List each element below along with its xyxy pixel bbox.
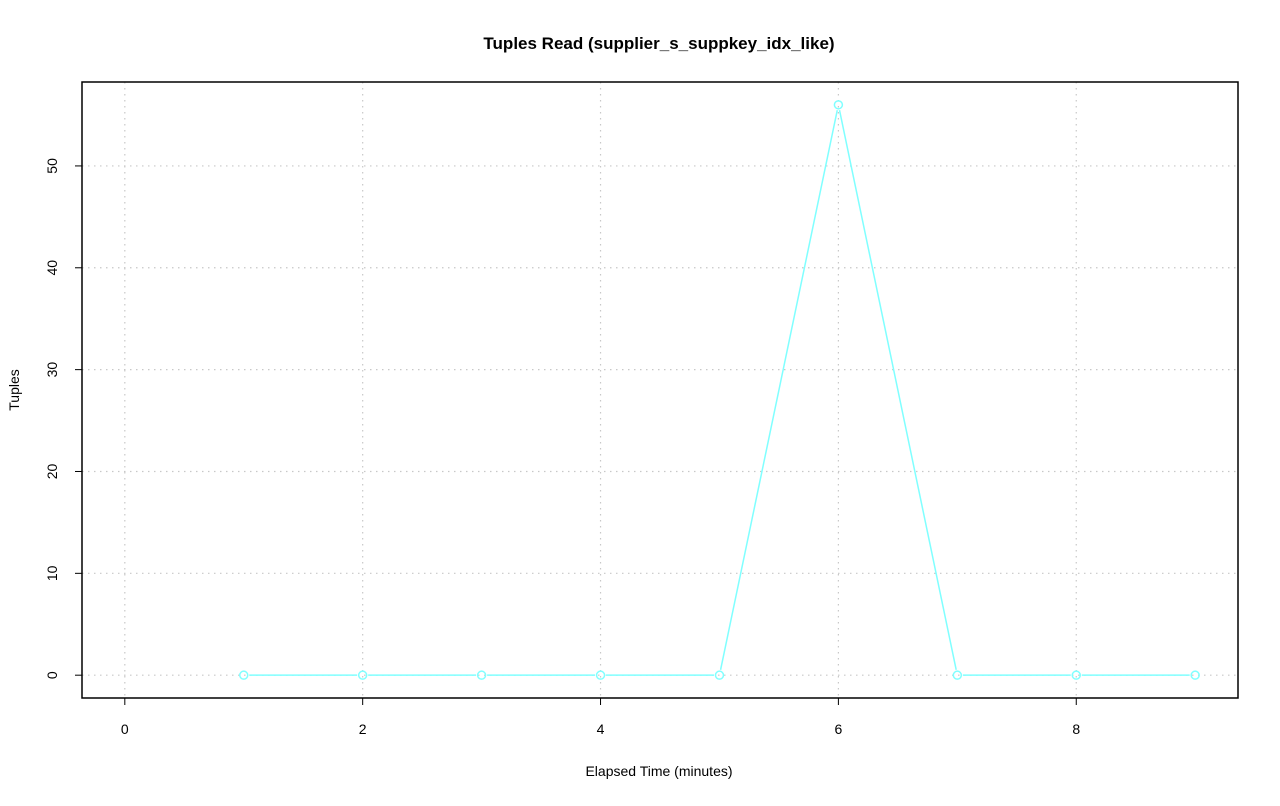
- plot-frame: [81, 81, 1239, 699]
- data-point: [833, 100, 844, 110]
- x-tick-label: 4: [597, 721, 605, 737]
- y-tick-label: 50: [44, 158, 60, 174]
- series-line-segment: [838, 110, 957, 670]
- chart-title: Tuples Read (supplier_s_suppkey_idx_like…: [483, 34, 834, 53]
- x-tick-label: 8: [1072, 721, 1080, 737]
- data-point: [952, 670, 963, 680]
- y-axis-label: Tuples: [6, 369, 22, 411]
- series-line-segment: [719, 110, 839, 670]
- y-tick-label: 40: [44, 260, 60, 276]
- x-tick-label: 0: [121, 721, 129, 737]
- y-tick-label: 30: [44, 362, 60, 378]
- data-point: [238, 670, 249, 680]
- data-point: [595, 670, 606, 680]
- data-point: [1190, 670, 1200, 680]
- axes: 0 2 4 6 8 0 10 20 30 40 50: [44, 158, 1080, 737]
- data-point: [357, 670, 368, 680]
- series: [238, 100, 1200, 680]
- grid: [82, 82, 1238, 698]
- x-tick-label: 2: [359, 721, 367, 737]
- data-point: [1071, 670, 1082, 680]
- data-point: [714, 670, 725, 680]
- data-point: [476, 670, 487, 680]
- y-tick-label: 0: [44, 671, 60, 679]
- y-tick-label: 10: [44, 565, 60, 581]
- y-tick-label: 20: [44, 463, 60, 479]
- x-tick-label: 6: [834, 721, 842, 737]
- x-axis-label: Elapsed Time (minutes): [585, 763, 732, 779]
